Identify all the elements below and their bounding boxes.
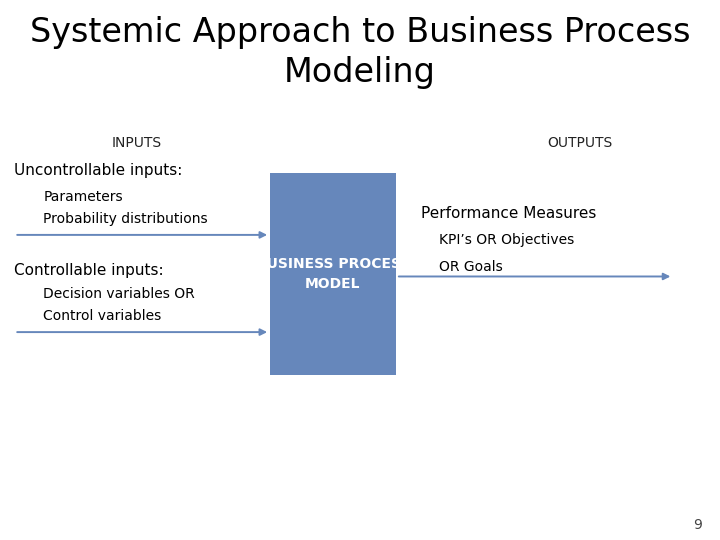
Text: Systemic Approach to Business Process
Modeling: Systemic Approach to Business Process Mo… — [30, 16, 690, 89]
Text: Uncontrollable inputs:: Uncontrollable inputs: — [14, 163, 183, 178]
Text: Control variables: Control variables — [43, 309, 161, 323]
FancyBboxPatch shape — [270, 173, 396, 375]
Text: 9: 9 — [693, 518, 702, 532]
Text: Performance Measures: Performance Measures — [421, 206, 597, 221]
Text: Controllable inputs:: Controllable inputs: — [14, 262, 164, 278]
Text: Parameters: Parameters — [43, 190, 123, 204]
Text: OUTPUTS: OUTPUTS — [547, 136, 613, 150]
Text: OR Goals: OR Goals — [439, 260, 503, 274]
Text: INPUTS: INPUTS — [112, 136, 162, 150]
Text: Probability distributions: Probability distributions — [43, 212, 208, 226]
Text: BUSINESS PROCESS
MODEL: BUSINESS PROCESS MODEL — [256, 257, 410, 291]
Text: KPI’s OR Objectives: KPI’s OR Objectives — [439, 233, 575, 247]
Text: Decision variables OR: Decision variables OR — [43, 287, 195, 301]
